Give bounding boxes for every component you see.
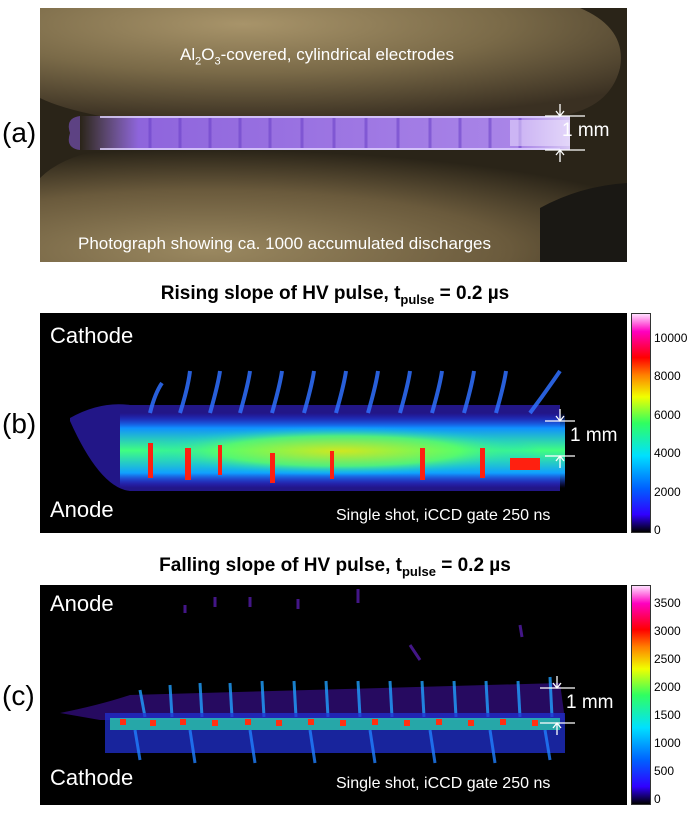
colorbar-tick-label: 2500 bbox=[654, 652, 681, 666]
panel-c-scale-label: 1 mm bbox=[566, 692, 614, 713]
panel-c-letter: (c) bbox=[2, 680, 35, 711]
panel-a-scale-label: 1 mm bbox=[562, 120, 610, 141]
colorbar-tick-label: 6000 bbox=[654, 407, 681, 422]
panel-b-heading: Rising slope of HV pulse, tpulse = 0.2 µ… bbox=[160, 283, 510, 307]
colorbar-tick-label: 4000 bbox=[654, 446, 681, 461]
panel-b-colorbar bbox=[631, 313, 651, 533]
panel-b-iccd-image: Cathode Anode Single shot, iCCD gate 250… bbox=[40, 313, 627, 533]
colorbar-tick-label: 2000 bbox=[654, 484, 681, 499]
colorbar-tick-label: 10000 bbox=[654, 331, 688, 345]
panel-b-acquisition-note: Single shot, iCCD gate 250 ns bbox=[336, 507, 551, 524]
panel-b-bottom-electrode-label: Anode bbox=[50, 497, 114, 522]
panel-b-scale-label: 1 mm bbox=[570, 425, 618, 446]
scale-bar-arrows bbox=[545, 409, 575, 468]
panel-c-acquisition-note: Single shot, iCCD gate 250 ns bbox=[336, 775, 551, 792]
discharge-photo-svg bbox=[40, 8, 627, 262]
colorbar-tick-label: 2000 bbox=[654, 680, 681, 694]
colorbar-tick-label: 0 bbox=[654, 792, 661, 806]
panel-c-top-electrode-label: Anode bbox=[50, 591, 114, 616]
panel-a-letter: (a) bbox=[2, 117, 37, 148]
panel-a-top-caption: Al2O3-covered, cylindrical electrodes bbox=[180, 45, 454, 68]
panel-b-letter: (b) bbox=[2, 408, 37, 439]
colorbar-tick-label: 500 bbox=[654, 764, 675, 778]
colorbar-tick-label: 8000 bbox=[654, 369, 681, 384]
colorbar-tick-label: 0 bbox=[654, 523, 661, 537]
falling-slope-image-svg bbox=[40, 585, 627, 805]
colorbar-tick-label: 1000 bbox=[654, 736, 681, 750]
panel-a-bottom-caption: Photograph showing ca. 1000 accumulated … bbox=[78, 234, 491, 253]
scale-bar-arrows bbox=[540, 676, 575, 735]
colorbar-tick-label: 1500 bbox=[654, 708, 681, 722]
colorbar-tick-label: 3000 bbox=[654, 624, 681, 638]
scale-bar-arrows bbox=[545, 104, 585, 162]
panel-c-colorbar bbox=[631, 585, 651, 805]
rising-slope-image-svg bbox=[40, 313, 627, 533]
panel-c-heading: Falling slope of HV pulse, tpulse = 0.2 … bbox=[159, 555, 511, 579]
panel-b-top-electrode-label: Cathode bbox=[50, 323, 134, 348]
panel-a-photograph: Al2O3-covered, cylindrical electrodes Ph… bbox=[40, 8, 627, 262]
panel-c-bottom-electrode-label: Cathode bbox=[50, 765, 134, 790]
colorbar-tick-label: 3500 bbox=[654, 596, 681, 610]
panel-c-iccd-image: Anode Cathode Single shot, iCCD gate 250… bbox=[40, 585, 627, 805]
